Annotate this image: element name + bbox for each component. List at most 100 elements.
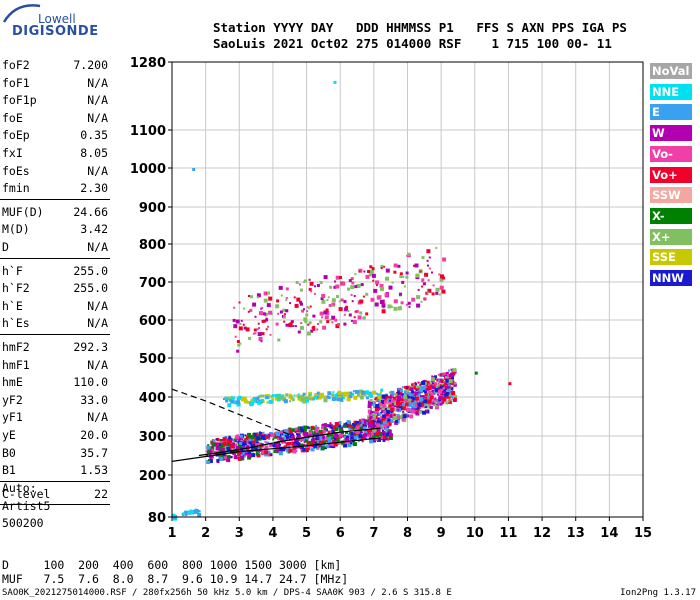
echo-point	[285, 443, 290, 447]
echo-point	[372, 417, 377, 421]
echo-point	[363, 270, 366, 273]
echo-point	[427, 264, 429, 267]
param-row: h`Es N/A	[2, 315, 108, 332]
echo-point	[397, 306, 402, 311]
echo-point	[438, 273, 441, 276]
echo-point	[333, 437, 337, 441]
echo-point	[334, 395, 339, 400]
y-tick-label: 800	[139, 238, 166, 253]
echo-point	[327, 391, 332, 396]
echo-point	[382, 414, 387, 419]
echo-point	[279, 447, 284, 452]
echo-point	[375, 399, 378, 402]
echo-point	[370, 297, 375, 302]
echo-point	[377, 399, 380, 402]
echo-point	[337, 323, 340, 326]
echo-point	[353, 316, 356, 319]
echo-point	[309, 281, 314, 286]
echo-point	[405, 275, 409, 279]
echo-point	[263, 435, 268, 440]
echo-point	[238, 326, 243, 331]
echo-point	[192, 511, 194, 514]
echo-point	[172, 513, 176, 517]
echo-point	[399, 396, 404, 401]
echo-point	[358, 421, 362, 425]
x-tick-label: 1	[167, 526, 176, 541]
logo-swoosh-icon	[2, 4, 41, 23]
echo-point	[303, 308, 305, 311]
echo-point	[323, 398, 328, 403]
echo-point	[358, 270, 361, 273]
echo-point	[300, 428, 304, 433]
echo-point	[255, 452, 259, 456]
echo-point	[336, 437, 339, 440]
echo-point	[438, 403, 441, 405]
echo-point	[379, 418, 382, 421]
echo-point	[374, 302, 379, 307]
echo-point	[274, 448, 279, 453]
echo-point	[307, 426, 310, 429]
echo-point	[442, 257, 447, 262]
echo-point	[381, 394, 386, 399]
echo-point	[445, 378, 450, 383]
x-tick-label: 6	[336, 526, 345, 541]
echo-point	[306, 396, 311, 401]
echo-point	[237, 395, 242, 400]
echo-point	[235, 319, 240, 324]
echo-point	[208, 458, 211, 461]
echo-point	[408, 402, 413, 407]
echo-point	[381, 425, 384, 428]
echo-point	[266, 303, 271, 308]
echo-point	[306, 310, 309, 313]
echo-point	[305, 398, 309, 403]
echo-point	[300, 426, 304, 430]
echo-point	[276, 451, 279, 454]
echo-point	[250, 434, 255, 439]
echo-point	[444, 382, 447, 385]
echo-point	[351, 319, 353, 322]
echo-point	[282, 436, 286, 441]
echo-point	[434, 405, 439, 410]
echo-point	[391, 399, 395, 403]
echo-point	[385, 268, 390, 273]
echo-point	[256, 432, 259, 435]
echo-point	[292, 449, 297, 454]
echo-point	[326, 299, 329, 301]
echo-point	[236, 340, 240, 343]
echo-point	[376, 423, 381, 428]
x-tick-label: 15	[634, 526, 652, 541]
echo-point	[387, 429, 392, 434]
echo-point	[323, 395, 327, 399]
echo-point	[289, 431, 293, 435]
echo-point	[350, 277, 354, 281]
echo-point	[412, 400, 417, 405]
echo-point	[371, 437, 376, 442]
echo-point	[206, 445, 211, 450]
echo-point	[285, 299, 288, 302]
echo-point	[427, 279, 430, 282]
echo-point	[281, 447, 286, 452]
echo-point	[266, 441, 270, 445]
echo-point	[270, 395, 273, 398]
echo-point	[416, 295, 421, 300]
param-row: MUF(D) 24.66	[2, 204, 108, 221]
echo-point	[387, 304, 392, 309]
echo-point	[421, 256, 425, 260]
echo-point	[327, 440, 331, 444]
echo-point	[222, 398, 225, 400]
echo-point	[237, 436, 242, 441]
echo-point	[324, 315, 329, 320]
param-row: foF2 7.200	[2, 57, 108, 74]
param-key: foF1p	[2, 93, 37, 108]
echo-point	[247, 450, 252, 455]
echo-point	[362, 295, 365, 298]
echo-point	[275, 443, 280, 448]
echo-point	[415, 385, 419, 389]
echo-point	[209, 451, 213, 454]
echo-point	[347, 309, 350, 312]
echo-point	[292, 436, 296, 440]
echo-point	[399, 272, 403, 276]
echo-point	[378, 402, 382, 407]
echo-point	[345, 424, 348, 427]
echo-point	[414, 263, 419, 268]
